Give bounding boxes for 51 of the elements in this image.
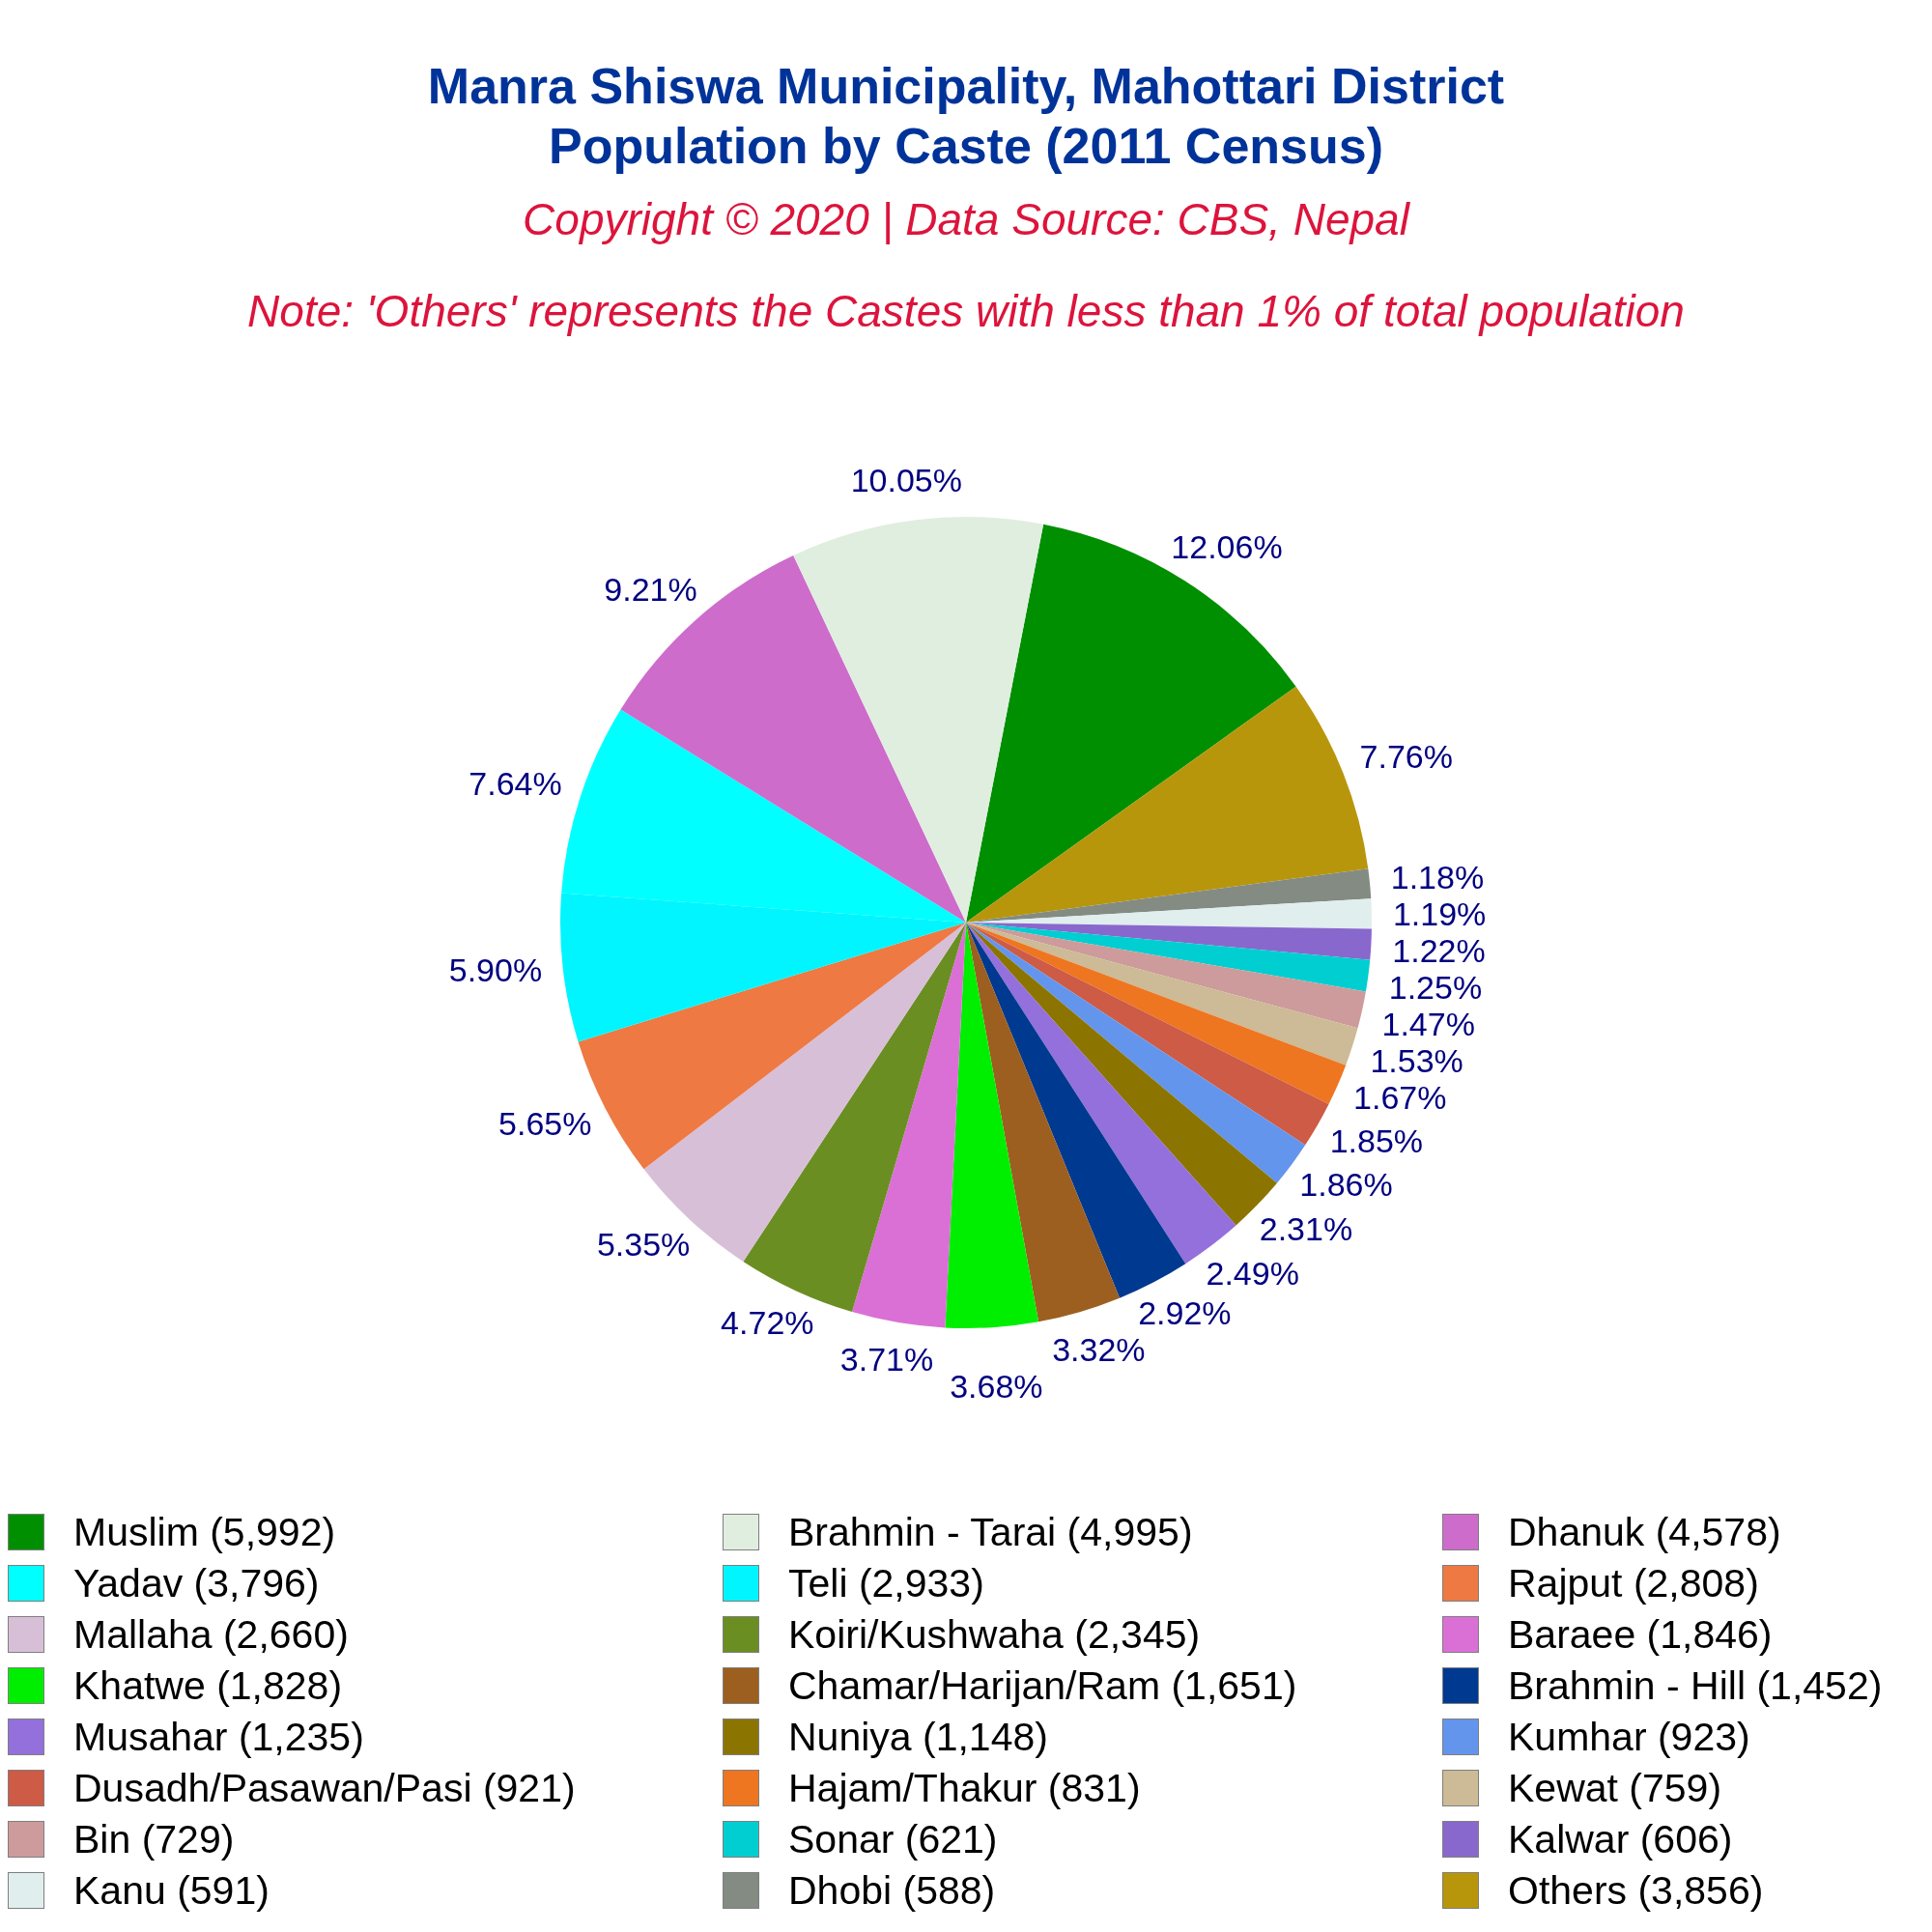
text: Copyright © 2020 | Data Source: CBS, Nepal <box>522 193 1411 245</box>
data-label: 7.64% <box>469 765 562 803</box>
legend-label: Dhanuk (4,578) <box>1508 1509 1781 1555</box>
text: Note: 'Others' represents the Castes with less than 1% of total population <box>246 285 1686 337</box>
legend-label: Teli (2,933) <box>788 1560 984 1606</box>
data-label: 2.92% <box>1138 1294 1232 1332</box>
data-label: 4.72% <box>721 1304 814 1342</box>
legend-label: Brahmin - Tarai (4,995) <box>788 1509 1193 1555</box>
data-label: 5.90% <box>448 952 543 989</box>
legend-label: Mallaha (2,660) <box>73 1611 349 1658</box>
legend-label: Nuniya (1,148) <box>788 1714 1048 1760</box>
data-label: 5.65% <box>498 1104 592 1142</box>
data-label: 12.06% <box>1171 528 1283 566</box>
legend-label: Kanu (591) <box>73 1867 270 1914</box>
data-label: 7.76% <box>1359 738 1453 776</box>
legend-label: Muslim (5,992) <box>73 1509 336 1555</box>
legend-label: Khatwe (1,828) <box>73 1662 343 1709</box>
legend-label: Kewat (759) <box>1508 1765 1722 1811</box>
data-label: 1.47% <box>1381 1006 1475 1043</box>
data-label: 3.32% <box>1052 1331 1146 1369</box>
legend-label: Others (3,856) <box>1508 1867 1764 1914</box>
legend-label: Dhobi (588) <box>788 1867 996 1914</box>
legend-label: Brahmin - Hill (1,452) <box>1508 1662 1883 1709</box>
data-label: 2.31% <box>1259 1209 1353 1247</box>
data-label: 10.05% <box>850 461 962 498</box>
legend-label: Baraee (1,846) <box>1508 1611 1773 1658</box>
data-label: 9.21% <box>604 571 697 609</box>
legend-label: Sonar (621) <box>788 1816 998 1862</box>
legend-label: Chamar/Harijan/Ram (1,651) <box>788 1662 1297 1709</box>
legend-label: Dusadh/Pasawan/Pasi (921) <box>73 1765 576 1811</box>
data-label: 1.67% <box>1353 1079 1447 1117</box>
data-label: 3.71% <box>839 1341 934 1378</box>
data-label: 1.18% <box>1390 859 1485 896</box>
legend-label: Kalwar (606) <box>1508 1816 1733 1862</box>
legend-label: Kumhar (923) <box>1508 1714 1750 1760</box>
legend-label: Koiri/Kushwaha (2,345) <box>788 1611 1201 1658</box>
data-label: 1.19% <box>1392 895 1487 933</box>
legend-label: Rajput (2,808) <box>1508 1560 1759 1606</box>
data-label: 5.35% <box>596 1226 691 1264</box>
data-label: 1.86% <box>1299 1166 1393 1204</box>
data-label: 2.49% <box>1206 1254 1299 1292</box>
data-label: 1.25% <box>1388 969 1483 1007</box>
legend-label: Hajam/Thakur (831) <box>788 1765 1141 1811</box>
data-label: 1.85% <box>1329 1122 1424 1160</box>
data-label: 3.68% <box>950 1368 1043 1406</box>
legend-label: Bin (729) <box>73 1816 235 1862</box>
data-label: 1.22% <box>1392 932 1486 970</box>
legend-label: Yadav (3,796) <box>73 1560 320 1606</box>
data-label: 1.53% <box>1370 1042 1463 1080</box>
legend-label: Musahar (1,235) <box>73 1714 364 1760</box>
chart-title: Manra Shiswa Municipality, Mahottari District Population by Caste (2011 Census) <box>426 57 1506 176</box>
